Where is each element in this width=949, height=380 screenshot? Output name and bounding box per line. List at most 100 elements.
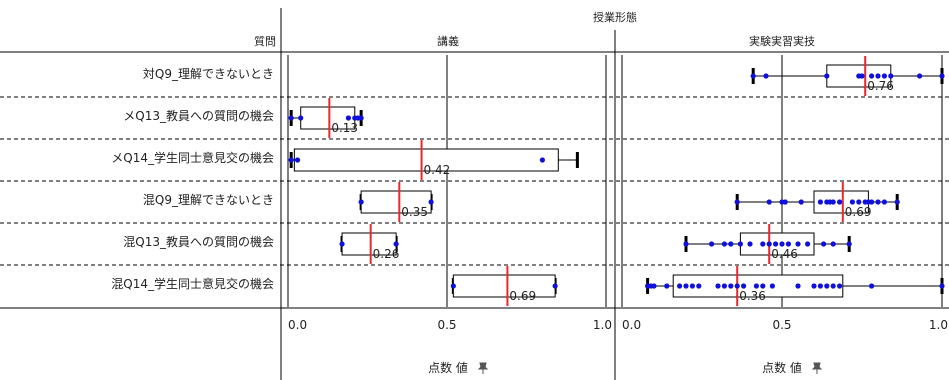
row-label: メQ13_教員への質問の機会 <box>123 108 274 123</box>
data-point <box>837 199 843 205</box>
column-header-practical: 実験実習実技 <box>749 34 815 48</box>
x-axis-label-lecture: 点数 値 <box>428 360 468 375</box>
data-point <box>294 157 301 163</box>
boxplot: 0.69 <box>734 182 900 222</box>
data-point <box>539 157 546 163</box>
data-point <box>358 199 364 205</box>
data-point <box>869 199 875 205</box>
data-point <box>737 241 744 247</box>
data-point <box>888 73 894 79</box>
data-point <box>683 241 689 247</box>
data-point <box>795 283 801 289</box>
data-point <box>715 283 721 289</box>
data-point <box>298 115 304 121</box>
data-point <box>766 241 772 247</box>
data-point <box>824 283 830 289</box>
data-point <box>753 283 760 289</box>
data-point <box>875 73 881 79</box>
iqr-box <box>452 274 556 298</box>
data-point <box>917 73 923 79</box>
data-point <box>869 73 875 79</box>
row-label: 対Q9_理解できないとき <box>143 67 274 81</box>
column-header-lecture: 講義 <box>437 34 459 48</box>
column-group-title: 授業形態 <box>593 10 637 24</box>
data-point <box>881 199 888 205</box>
data-point <box>805 241 811 247</box>
data-point <box>859 73 865 79</box>
data-point <box>817 283 824 289</box>
x-tick-label: 0.0 <box>622 318 641 332</box>
data-point <box>664 283 670 289</box>
data-point <box>428 199 434 205</box>
grid: 0.0 0.5 1.0 0.0 0.5 1.0 <box>0 8 949 380</box>
data-point <box>728 241 734 247</box>
data-point <box>358 115 364 121</box>
boxplot: 0.42 <box>288 140 579 180</box>
median-value-label: 0.26 <box>373 247 400 261</box>
data-point <box>939 283 945 289</box>
data-point <box>869 283 875 289</box>
data-point <box>393 241 399 247</box>
row-label: 混Q13_教員への質問の機会 <box>123 234 274 249</box>
data-point <box>939 73 945 79</box>
iqr-box <box>293 148 559 172</box>
row-header: 質問 <box>254 34 276 48</box>
median-value-label: 0.35 <box>401 205 428 219</box>
plot-area: 0.13 0.42 0.35 0.26 0.69 0.76 0.69 0.46 0.36 <box>288 56 945 306</box>
data-point <box>651 283 657 289</box>
data-point <box>721 283 728 289</box>
boxplot: 0.76 <box>750 56 945 96</box>
data-point <box>824 73 830 79</box>
data-point <box>830 283 836 289</box>
row-label: メQ14_学生同士意見交の機会 <box>111 150 274 165</box>
data-point <box>683 283 689 289</box>
row-label: 混Q14_学生同士意見交の機会 <box>111 276 274 291</box>
boxplot: 0.46 <box>683 224 852 264</box>
data-point <box>773 241 779 247</box>
median-value-label: 0.46 <box>771 247 798 261</box>
data-point <box>750 73 756 79</box>
median-value-label: 0.76 <box>867 79 894 93</box>
data-point <box>837 283 843 289</box>
median-value-label: 0.42 <box>424 163 451 177</box>
data-point <box>288 157 294 163</box>
data-point <box>345 115 352 121</box>
boxplot: 0.35 <box>358 182 434 222</box>
data-point <box>450 283 456 289</box>
x-axis-label-practical: 点数 値 <box>762 360 802 375</box>
data-point <box>846 241 852 247</box>
boxplot: 0.26 <box>339 224 399 264</box>
data-point <box>830 241 836 247</box>
data-point <box>795 241 801 247</box>
data-point <box>766 199 772 205</box>
x-tick-label: 0.0 <box>288 318 307 332</box>
data-point <box>849 199 856 205</box>
data-point <box>288 115 294 121</box>
pin-icon[interactable] <box>477 362 489 374</box>
data-point <box>689 283 696 289</box>
data-point <box>894 199 900 205</box>
data-point <box>728 283 734 289</box>
data-point <box>734 283 740 289</box>
data-point <box>769 283 776 289</box>
data-point <box>821 241 827 247</box>
data-point <box>830 199 836 205</box>
boxplot: 0.69 <box>450 266 558 306</box>
data-point <box>552 283 558 289</box>
data-point <box>881 73 888 79</box>
x-tick-label: 0.5 <box>772 318 791 332</box>
data-point <box>782 199 788 205</box>
data-point <box>339 241 345 247</box>
data-point <box>709 241 715 247</box>
median-value-label: 0.69 <box>509 289 536 303</box>
data-point <box>760 241 766 247</box>
data-point <box>856 199 862 205</box>
pin-icon[interactable] <box>811 362 823 374</box>
data-point <box>747 241 753 247</box>
data-point <box>760 283 766 289</box>
data-point <box>763 73 769 79</box>
data-point <box>696 283 702 289</box>
median-value-label: 0.69 <box>845 205 872 219</box>
data-point <box>811 283 817 289</box>
